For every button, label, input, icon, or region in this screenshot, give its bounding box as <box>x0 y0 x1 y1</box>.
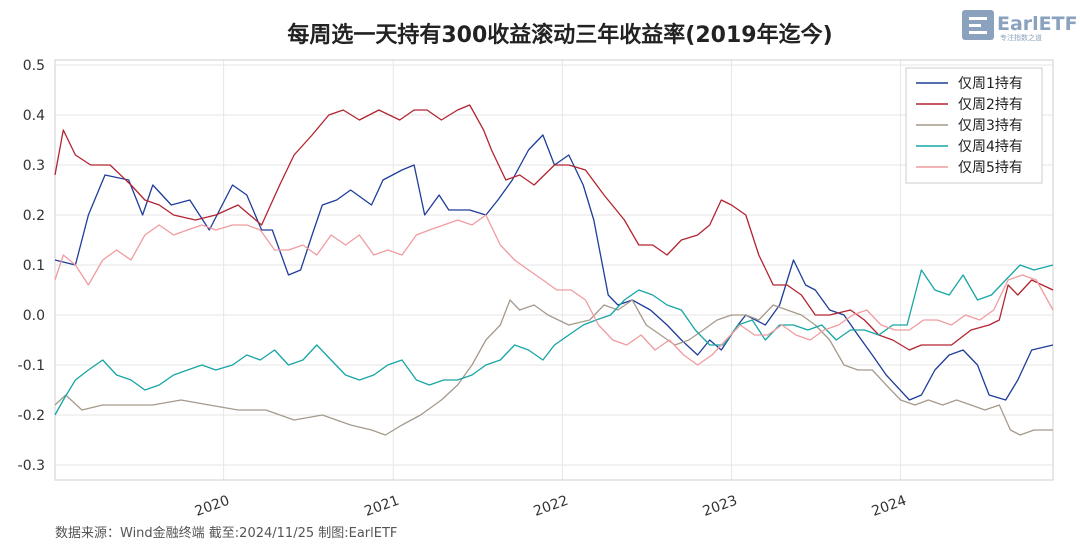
legend-label: 仅周4持有 <box>958 139 1023 155</box>
series-line-1 <box>54 134 1054 401</box>
series-line-3 <box>54 299 1053 436</box>
x-tick-label: 2021 <box>362 493 401 520</box>
x-tick-label: 2020 <box>193 493 232 520</box>
chart-title: 每周选一天持有300收益滚动三年收益率(2019年迄今) <box>287 22 832 48</box>
y-tick-label: 0.3 <box>23 158 45 174</box>
x-tick-label: 2024 <box>870 493 909 520</box>
logo-mark-bar-mid <box>969 24 981 27</box>
series-lines <box>54 104 1054 436</box>
x-axis: 2020 2021 2022 2023 2024 <box>193 493 909 520</box>
y-tick-label: -0.1 <box>18 358 45 374</box>
series-line-2 <box>54 104 1054 351</box>
y-tick-label: 0.0 <box>23 308 45 324</box>
y-tick-label: -0.3 <box>18 458 45 474</box>
series-line-4 <box>54 264 1054 416</box>
logo-text: EarlETF <box>997 13 1078 35</box>
logo-mark-bar-bottom <box>969 31 987 34</box>
legend-label: 仅周2持有 <box>958 97 1023 113</box>
series-line-5 <box>54 214 1054 366</box>
y-tick-label: 0.5 <box>23 58 45 74</box>
grid <box>55 60 1053 480</box>
legend-label: 仅周3持有 <box>958 118 1023 134</box>
y-tick-label: 0.1 <box>23 258 45 274</box>
y-axis: 0.5 0.4 0.3 0.2 0.1 0.0 -0.1 -0.2 -0.3 <box>18 58 45 474</box>
x-tick-label: 2023 <box>701 493 740 520</box>
x-tick-label: 2022 <box>531 493 570 520</box>
plot-frame <box>54 59 1054 481</box>
legend-label: 仅周1持有 <box>958 76 1023 92</box>
logo-mark-bar-top <box>969 17 987 20</box>
y-tick-label: -0.2 <box>18 408 45 424</box>
logo-subtitle: 专注指数之道 <box>1000 33 1042 42</box>
source-note: 数据来源：Wind金融终端 截至:2024/11/25 制图:EarlETF <box>55 525 397 541</box>
logo: EarlETF 专注指数之道 <box>962 10 1078 42</box>
legend-label: 仅周5持有 <box>958 160 1023 176</box>
y-tick-label: 0.4 <box>23 108 45 124</box>
y-tick-label: 0.2 <box>23 208 45 224</box>
